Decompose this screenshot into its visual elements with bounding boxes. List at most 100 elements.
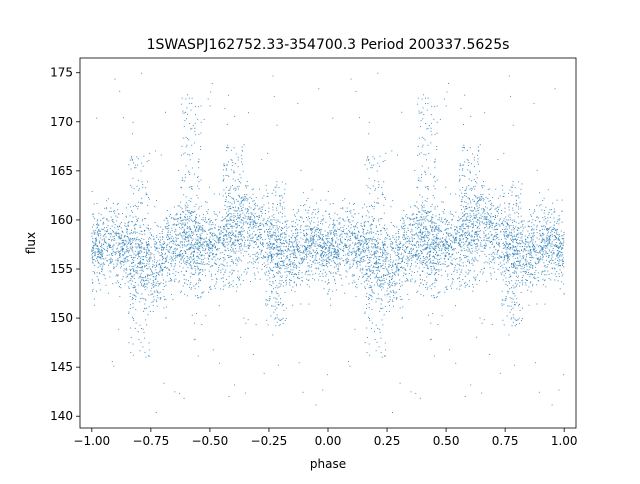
data-point <box>153 239 155 240</box>
data-point <box>539 230 541 232</box>
data-point <box>404 227 406 229</box>
data-point <box>104 227 105 229</box>
data-point <box>500 231 502 233</box>
data-point <box>364 239 366 241</box>
data-point <box>522 256 524 258</box>
data-point <box>326 261 328 262</box>
data-point <box>396 264 398 266</box>
data-point <box>281 243 283 245</box>
data-point <box>250 212 252 214</box>
data-point <box>165 259 167 261</box>
data-point <box>183 255 185 257</box>
data-point <box>358 276 360 278</box>
data-point <box>362 235 364 237</box>
data-point <box>424 231 426 233</box>
data-point <box>155 243 157 245</box>
data-point <box>544 240 546 242</box>
data-point <box>358 260 360 262</box>
data-point <box>503 220 505 222</box>
data-point <box>549 250 551 252</box>
data-point <box>493 229 495 231</box>
data-point <box>522 230 524 232</box>
data-point <box>185 270 187 272</box>
data-point <box>284 268 286 270</box>
data-point <box>405 258 407 260</box>
data-point <box>506 235 508 237</box>
data-point <box>501 210 503 211</box>
data-point <box>433 266 435 268</box>
data-point <box>450 262 452 264</box>
data-point <box>345 245 347 247</box>
data-point <box>92 250 94 252</box>
data-point <box>93 298 95 300</box>
data-point <box>548 235 550 237</box>
data-point <box>108 264 109 266</box>
data-point <box>334 262 336 264</box>
data-point <box>562 238 564 240</box>
data-point <box>240 235 242 237</box>
data-point <box>196 243 198 245</box>
data-point <box>302 230 304 232</box>
data-point <box>230 225 232 227</box>
data-point <box>552 249 554 251</box>
data-point <box>163 241 165 243</box>
data-point <box>385 260 387 262</box>
data-point <box>532 239 534 241</box>
data-point <box>220 269 222 271</box>
data-point <box>247 218 249 220</box>
data-point <box>530 214 532 216</box>
data-point <box>442 201 444 203</box>
data-point <box>129 246 131 248</box>
data-point <box>233 252 235 254</box>
data-point <box>278 257 280 259</box>
data-point <box>173 266 175 268</box>
data-point <box>344 264 346 266</box>
data-point <box>517 216 519 218</box>
data-point <box>475 214 477 216</box>
data-point <box>252 240 254 242</box>
data-point <box>425 210 426 212</box>
data-point <box>170 255 172 257</box>
data-point <box>197 266 199 268</box>
data-point <box>223 226 225 228</box>
data-point <box>484 209 486 211</box>
data-point <box>292 220 294 222</box>
data-point <box>495 231 497 233</box>
data-point <box>519 265 521 267</box>
data-point <box>220 220 222 222</box>
data-point <box>438 270 440 272</box>
data-point <box>399 219 401 221</box>
data-point <box>140 230 142 232</box>
data-point <box>185 233 187 235</box>
data-point <box>168 251 170 253</box>
data-point <box>105 257 107 259</box>
data-point <box>99 251 101 253</box>
data-point <box>271 254 273 256</box>
data-point <box>450 234 452 236</box>
data-point <box>232 232 234 234</box>
data-point <box>313 209 315 211</box>
data-point <box>185 202 187 204</box>
data-point <box>346 228 348 230</box>
data-point <box>557 260 558 262</box>
data-point <box>141 266 143 268</box>
data-point <box>267 247 269 249</box>
data-point <box>484 253 486 255</box>
data-point <box>530 263 532 265</box>
data-point <box>91 249 93 251</box>
data-point <box>229 217 231 219</box>
data-point <box>438 274 440 276</box>
data-point <box>130 237 132 239</box>
data-point <box>293 256 294 258</box>
data-point <box>332 203 334 204</box>
data-point <box>406 255 408 257</box>
data-point <box>175 236 177 238</box>
data-point <box>354 228 355 230</box>
data-point <box>299 278 301 280</box>
data-point <box>146 253 148 254</box>
data-point <box>312 242 314 244</box>
data-point <box>187 260 189 262</box>
data-point <box>417 253 419 255</box>
data-point <box>313 236 315 238</box>
data-point <box>438 229 440 231</box>
